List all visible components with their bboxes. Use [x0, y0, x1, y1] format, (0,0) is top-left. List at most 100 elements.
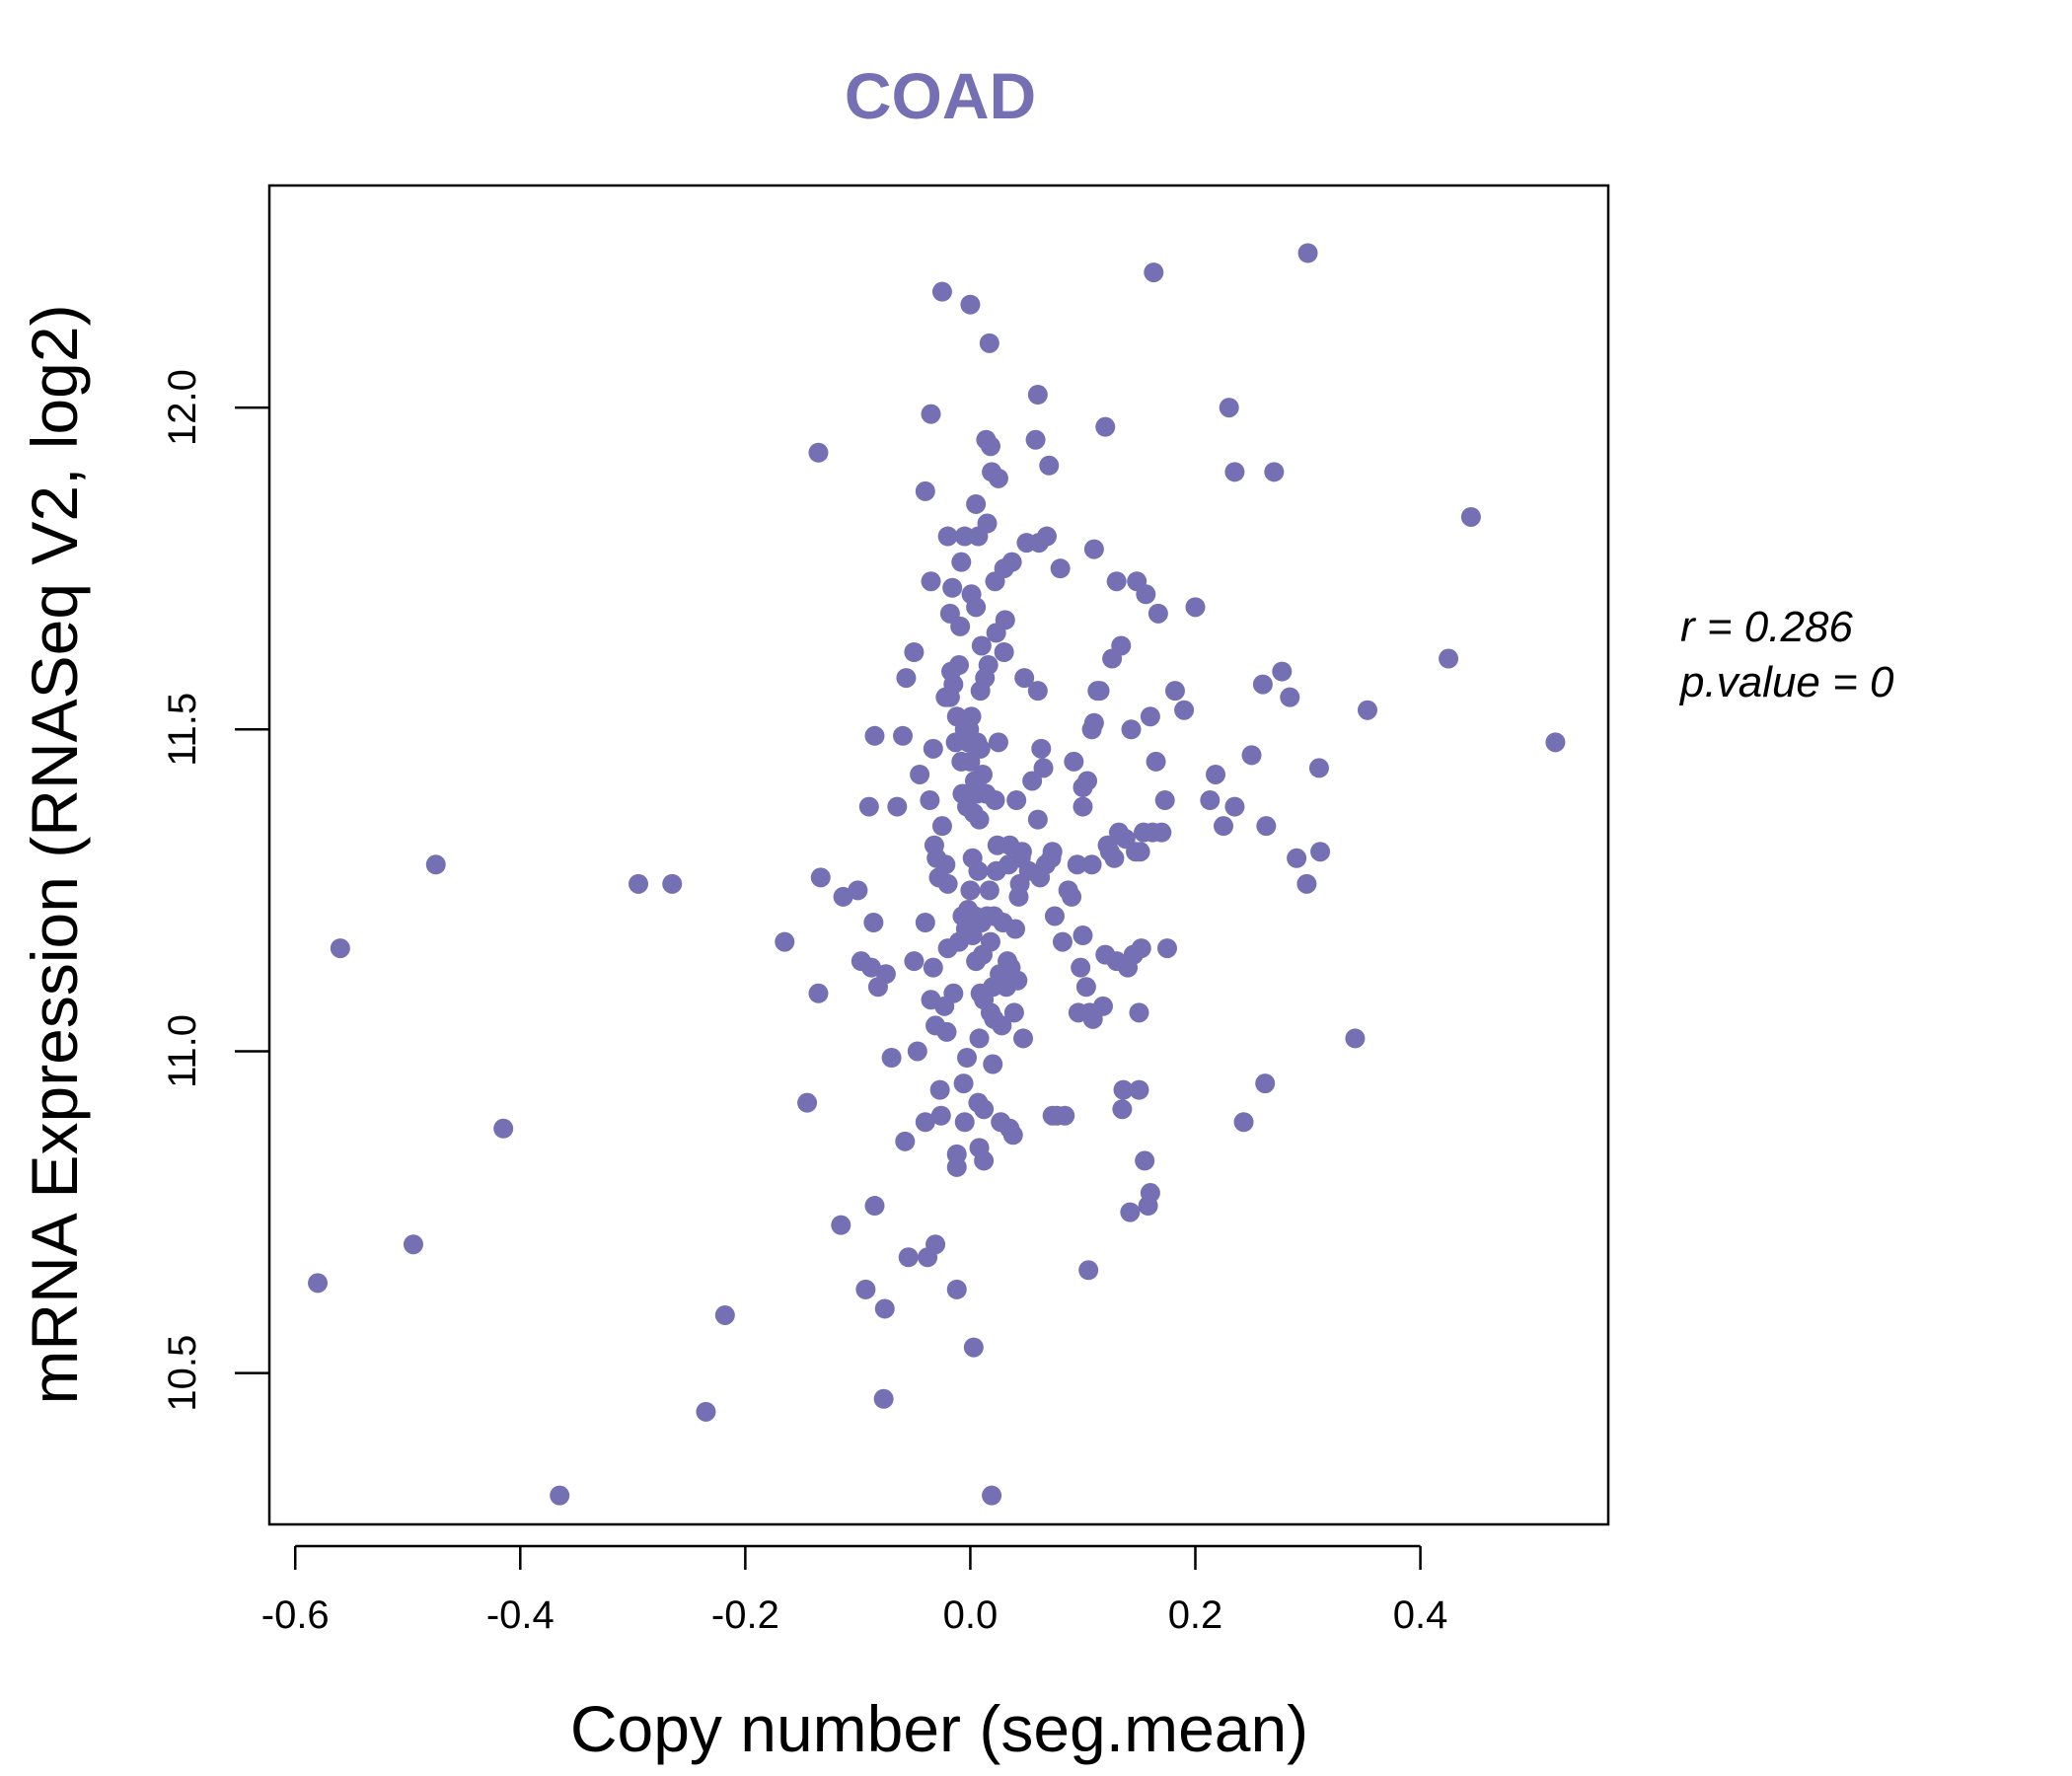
data-point — [1357, 700, 1377, 720]
data-point — [1027, 681, 1048, 702]
data-point — [308, 1273, 329, 1294]
data-point — [963, 1337, 984, 1358]
data-point — [1140, 706, 1160, 727]
data-point — [980, 436, 1000, 457]
data-point — [937, 526, 958, 547]
data-point — [810, 867, 831, 888]
data-point — [1308, 758, 1329, 778]
data-point — [881, 1048, 902, 1069]
data-point — [848, 880, 868, 901]
x-tick-label: 0.2 — [1168, 1593, 1223, 1637]
data-point — [1067, 854, 1087, 875]
data-point — [808, 983, 829, 1003]
data-point — [943, 983, 964, 1003]
data-point — [904, 641, 925, 662]
data-point — [937, 873, 958, 894]
data-point — [988, 468, 1008, 488]
data-point — [1039, 455, 1060, 476]
data-point — [971, 635, 992, 656]
data-point — [935, 854, 956, 875]
data-point — [1147, 603, 1168, 624]
data-point — [629, 873, 649, 894]
data-point — [1224, 462, 1245, 482]
data-point — [1296, 873, 1317, 894]
data-point — [974, 1150, 995, 1171]
data-point — [1156, 938, 1177, 959]
data-point — [1256, 816, 1277, 837]
data-point — [1255, 1073, 1276, 1094]
data-point — [1121, 719, 1142, 740]
data-point — [1044, 906, 1065, 926]
data-point — [915, 481, 935, 501]
data-point — [1252, 674, 1273, 695]
x-tick-label: -0.4 — [486, 1593, 555, 1637]
data-point — [1545, 732, 1566, 753]
data-point — [714, 1304, 735, 1325]
data-point — [1113, 1079, 1134, 1100]
data-point — [1007, 970, 1028, 991]
data-point — [969, 1028, 990, 1049]
data-point — [1001, 552, 1022, 572]
data-point — [1185, 597, 1206, 618]
data-point — [875, 964, 896, 985]
data-point — [1272, 661, 1293, 682]
data-point — [953, 1073, 974, 1094]
data-point — [1025, 429, 1046, 450]
data-point — [1042, 842, 1063, 862]
data-point — [969, 809, 990, 830]
x-tick-label: -0.6 — [261, 1593, 330, 1637]
data-point — [995, 610, 1015, 630]
data-point — [1050, 558, 1071, 579]
data-point — [863, 913, 884, 933]
data-point — [775, 931, 795, 952]
data-point — [1144, 262, 1164, 283]
data-point — [943, 674, 964, 695]
data-point — [961, 706, 982, 727]
data-point — [925, 1234, 946, 1255]
data-point — [978, 655, 999, 676]
data-point — [1214, 816, 1234, 837]
data-point — [946, 1279, 967, 1299]
data-point — [1297, 243, 1318, 263]
data-point — [858, 796, 879, 817]
data-point — [1092, 996, 1113, 1016]
data-point — [983, 1054, 1003, 1074]
data-point — [1078, 1260, 1099, 1281]
data-point — [330, 938, 350, 959]
data-point — [1013, 1028, 1034, 1049]
data-point — [931, 281, 952, 302]
data-point — [1083, 712, 1104, 733]
data-point — [1005, 919, 1026, 939]
data-point — [1033, 758, 1054, 778]
data-point — [1027, 385, 1048, 406]
x-axis: -0.6 -0.4 -0.2 0.0 0.2 0.4 — [261, 1544, 1447, 1637]
data-point — [874, 1298, 895, 1319]
data-point — [1129, 1002, 1149, 1023]
data-point — [493, 1118, 514, 1139]
data-point — [1062, 886, 1082, 907]
data-point — [979, 880, 999, 901]
data-point — [864, 725, 885, 746]
data-point — [950, 616, 971, 636]
data-point — [923, 738, 943, 759]
data-point — [1055, 1105, 1075, 1126]
data-point — [974, 1099, 995, 1120]
data-point — [915, 1112, 935, 1133]
data-point — [970, 738, 991, 759]
data-point — [923, 957, 943, 978]
data-point — [1131, 938, 1151, 959]
data-point — [930, 1105, 951, 1126]
data-point — [662, 873, 683, 894]
points-layer — [308, 243, 1566, 1506]
data-point — [1219, 398, 1239, 418]
data-point — [966, 597, 987, 618]
data-point — [831, 1215, 851, 1235]
data-point — [1106, 571, 1127, 592]
data-point — [910, 764, 930, 784]
data-point — [1264, 462, 1285, 482]
data-point — [1031, 738, 1052, 759]
data-point — [1071, 957, 1091, 978]
data-point — [1224, 796, 1245, 817]
data-point — [1112, 1099, 1133, 1120]
data-point — [425, 854, 446, 875]
